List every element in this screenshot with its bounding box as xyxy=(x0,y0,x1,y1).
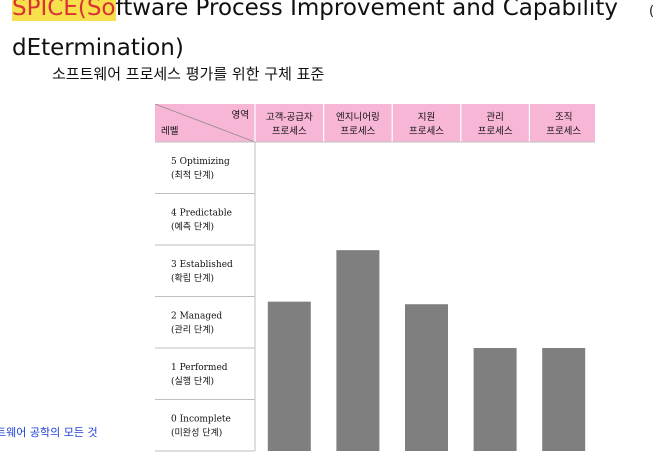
page-subtitle: 소프트웨어 프로세스 평가를 위한 구체 표준 xyxy=(52,65,325,83)
bar xyxy=(267,301,311,451)
title-rest: ftware Process Improvement and Capabilit… xyxy=(115,0,618,21)
category-label: 조직 xyxy=(555,112,572,123)
corner-label-level: 레벨 xyxy=(161,126,179,137)
level-label-sub: (관리 단계) xyxy=(171,324,214,336)
cut-mark: ( xyxy=(649,4,655,19)
bar xyxy=(473,348,517,451)
category-label: 지원 xyxy=(418,112,435,123)
level-label-sub: (최적 단계) xyxy=(171,169,214,181)
level-label: 3 Established xyxy=(171,260,233,270)
level-label-sub: (예측 단계) xyxy=(171,221,214,233)
corner-diagonal xyxy=(155,104,256,143)
bar xyxy=(405,304,448,451)
header-band xyxy=(155,104,595,142)
level-label: 1 Performed xyxy=(171,363,228,373)
category-label: 관리 xyxy=(486,112,503,123)
category-label-sub: 프로세스 xyxy=(546,126,581,137)
level-label-sub: (미완성 단계) xyxy=(171,427,222,439)
bar xyxy=(542,348,586,451)
level-label-sub: (실행 단계) xyxy=(171,375,214,387)
page-title-line2: dEtermination) xyxy=(12,35,184,61)
side-note: 트웨어 공학의 모든 것 xyxy=(0,426,98,439)
category-label-sub: 프로세스 xyxy=(478,126,513,137)
level-label-sub: (확립 단계) xyxy=(171,272,214,284)
corner-label-area: 영역 xyxy=(232,110,249,121)
title-highlight: SPICE(So xyxy=(12,0,116,21)
category-label-sub: 프로세스 xyxy=(340,126,375,137)
category-label: 엔지니어링 xyxy=(336,111,380,123)
level-label: 2 Managed xyxy=(171,312,222,322)
level-label: 0 Incomplete xyxy=(171,415,231,425)
category-label-sub: 프로세스 xyxy=(272,126,307,137)
level-label: 4 Predictable xyxy=(171,209,232,219)
level-label: 5 Optimizing xyxy=(171,157,230,167)
category-label-sub: 프로세스 xyxy=(409,126,444,137)
category-label: 고객-공급자 xyxy=(266,112,313,123)
bar xyxy=(336,250,380,451)
page-title: SPICE(Software Process Improvement and C… xyxy=(12,0,618,22)
